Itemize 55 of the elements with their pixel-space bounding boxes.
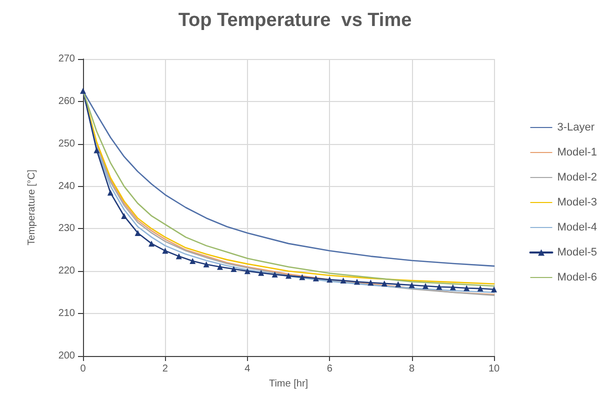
point [203,261,210,268]
y-tick-label: 210 [58,308,76,320]
legend-label: Model-4 [557,222,598,234]
point [491,286,497,292]
y-tick-label: 230 [58,223,76,234]
point [162,248,168,254]
point [422,282,428,289]
legend-label: Model-5 [557,246,598,258]
point [326,276,333,283]
point [395,281,402,288]
legend-label: Model-3 [557,196,598,208]
point [340,277,346,284]
y-tick-label: 250 [58,138,76,150]
x-tick-label: 2 [162,364,168,374]
point [121,212,128,219]
point [148,240,155,247]
point [436,284,442,290]
x-tick-label: 10 [488,364,500,374]
legend-label: Model-2 [557,172,598,184]
point [354,278,360,285]
legend-label: Model-1 [557,146,598,158]
point [134,230,141,236]
point [230,266,237,272]
x-tick-label: 6 [326,364,333,374]
point [286,272,292,279]
point [312,275,319,282]
point [94,147,100,154]
point [477,286,484,292]
point [464,285,470,292]
x-tick-label: 4 [244,364,251,374]
x-axis-title: Time [hr] [268,378,308,390]
legend-label: Model-6 [557,272,598,284]
x-tick-label: 0 [80,364,86,374]
point [368,280,374,286]
point [408,282,415,288]
point [176,253,182,260]
point [381,280,388,286]
point [244,268,250,274]
point [190,258,196,264]
y-axis-title: Temperature [°C] [26,169,38,246]
point [450,284,456,290]
y-tick-label: 270 [58,54,76,64]
point [216,264,223,270]
point [258,270,264,276]
point [299,274,306,280]
x-tick-label: 8 [409,364,416,374]
legend-label: 3-Layer [557,122,595,134]
y-tick-label: 200 [58,350,76,362]
point [107,190,114,196]
y-tick-label: 260 [58,96,76,107]
y-tick-label: 220 [58,266,76,277]
point [272,272,278,278]
chart-title: Top Temperature vs Time [178,10,412,31]
point [80,88,86,94]
y-tick-label: 240 [58,180,76,192]
